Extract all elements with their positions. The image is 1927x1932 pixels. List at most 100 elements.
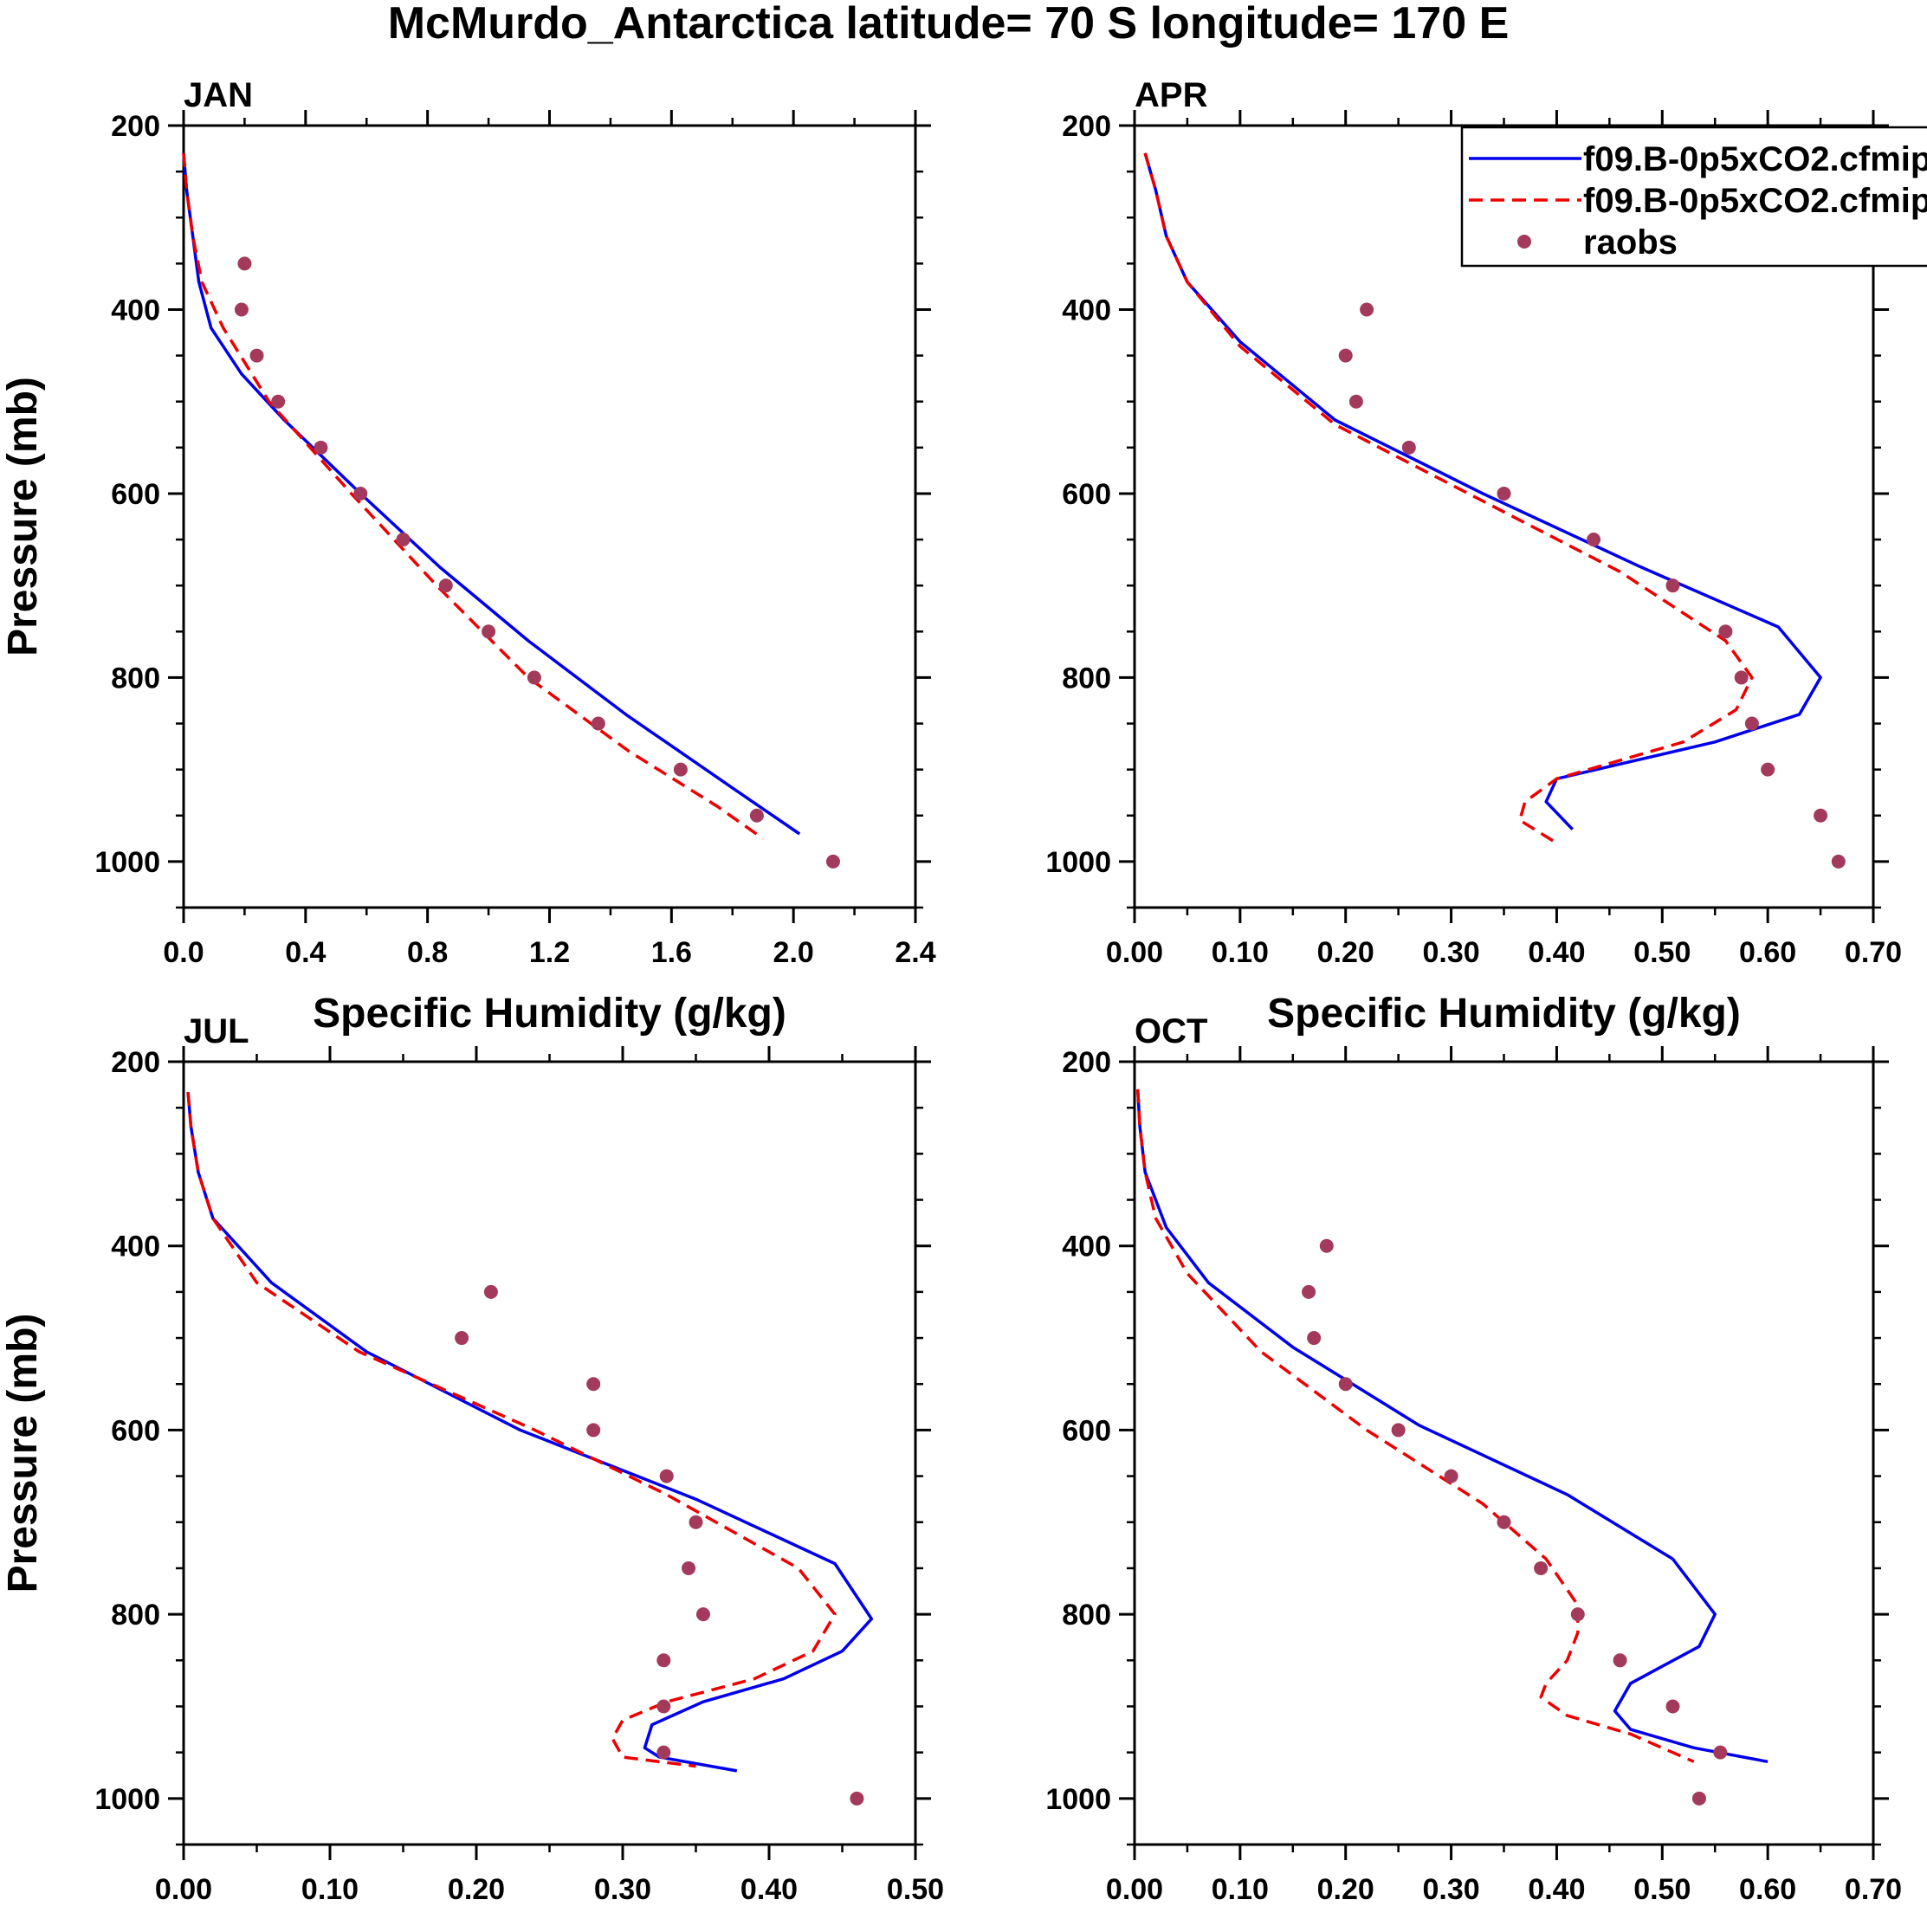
raobs-point — [850, 1791, 864, 1806]
panel-title: JAN — [184, 76, 253, 114]
raobs-point — [527, 670, 541, 685]
panel-jan: 0.0 0.4 0.8 1.2 1.6 2.0 2.4 200 400 600 800 1000 JAN… — [0, 76, 936, 1037]
x-tick-label: 2.0 — [773, 936, 814, 969]
raobs-point — [1761, 762, 1775, 777]
raobs-point — [234, 302, 249, 317]
series-line-dashed — [186, 1091, 837, 1768]
raobs-point — [1348, 394, 1363, 409]
y-tick-label: 600 — [1062, 1414, 1111, 1447]
x-tick-label: 0.00 — [155, 1873, 212, 1906]
legend-marker — [1517, 235, 1531, 249]
raobs-point — [483, 1284, 498, 1299]
raobs-point — [749, 808, 764, 823]
x-tick-label: 0.60 — [1739, 1873, 1796, 1906]
x-tick-label: 0.30 — [1422, 936, 1479, 969]
panel-title: OCT — [1135, 1012, 1207, 1050]
x-tick-label: 0.10 — [1212, 1873, 1269, 1906]
raobs-point — [1338, 348, 1353, 363]
y-tick-label: 1000 — [1045, 846, 1111, 879]
raobs-point — [591, 716, 605, 731]
series-line-solid — [1143, 152, 1822, 830]
series-line-dashed — [1135, 1089, 1695, 1763]
raobs-point — [1302, 1284, 1316, 1299]
raobs-point — [271, 394, 286, 409]
raobs-point — [586, 1423, 601, 1438]
x-tick-label: 0.70 — [1845, 1873, 1902, 1906]
figure-title: McMurdo_Antarctica latitude= 70 S longit… — [388, 0, 1510, 48]
raobs-point — [1338, 1377, 1353, 1392]
y-tick-label: 200 — [111, 1046, 160, 1079]
x-tick-label: 0.4 — [285, 936, 326, 969]
y-tick-label: 200 — [1062, 1046, 1111, 1079]
series-line-dashed — [1143, 152, 1754, 845]
x-tick-label: 0.20 — [1317, 936, 1374, 969]
raobs-point — [353, 486, 368, 501]
panels-group: 0.0 0.4 0.8 1.2 1.6 2.0 2.4 200 400 600 800 1000 JAN… — [0, 76, 1902, 1932]
x-tick-label: 0.60 — [1739, 936, 1796, 969]
raobs-point — [482, 624, 496, 639]
x-tick-label: 0.0 — [163, 936, 204, 969]
y-tick-label: 200 — [1062, 110, 1111, 143]
x-tick-label: 0.50 — [1633, 936, 1691, 969]
raobs-point — [1718, 624, 1733, 639]
raobs-point — [1497, 1515, 1511, 1529]
x-tick-label: 0.50 — [887, 1873, 944, 1906]
raobs-point — [237, 256, 252, 271]
raobs-point — [1665, 1699, 1680, 1714]
x-tick-label: 0.20 — [448, 1873, 505, 1906]
raobs-point — [656, 1653, 671, 1668]
y-tick-label: 400 — [1062, 294, 1111, 326]
panel-jul: 0.00 0.10 0.20 0.30 0.40 0.50 200 400 600 800 1000… — [0, 1012, 944, 1932]
x-tick-label: 0.50 — [1633, 1873, 1691, 1906]
x-tick-label: 0.10 — [1212, 936, 1269, 969]
y-tick-label: 600 — [1062, 478, 1111, 511]
series-line-solid — [186, 1091, 874, 1773]
y-axis-label: Pressure (mb) — [0, 377, 46, 656]
x-tick-label: 1.2 — [529, 936, 570, 969]
plot-frame — [182, 1060, 917, 1846]
y-tick-label: 800 — [1062, 1599, 1111, 1632]
raobs-point — [1613, 1653, 1627, 1668]
plot-frame — [1133, 1060, 1875, 1846]
raobs-point — [1734, 670, 1749, 685]
raobs-point — [438, 578, 453, 593]
y-tick-label: 400 — [111, 294, 160, 326]
x-tick-label: 0.00 — [1106, 936, 1163, 969]
x-tick-label: 0.8 — [407, 936, 448, 969]
raobs-point — [314, 440, 328, 455]
y-tick-label: 400 — [111, 1231, 160, 1263]
raobs-point — [1665, 578, 1680, 593]
series-line-solid — [182, 152, 801, 836]
raobs-point — [656, 1745, 671, 1760]
x-tick-label: 0.30 — [594, 1873, 651, 1906]
x-tick-label: 0.20 — [1317, 1873, 1374, 1906]
raobs-point — [1744, 716, 1759, 731]
y-axis-label: Pressure (mb) — [0, 1314, 46, 1593]
legend-label: raobs — [1583, 223, 1678, 262]
raobs-point — [695, 1607, 710, 1622]
raobs-point — [1534, 1560, 1549, 1575]
raobs-point — [1497, 486, 1511, 501]
legend: f09.B-0p5xCO2.cfmipf09.B-0p5xCO2.cfmipra… — [1460, 126, 1927, 268]
x-tick-label: 2.4 — [895, 936, 935, 969]
y-tick-label: 800 — [111, 1599, 160, 1632]
panel-title: JUL — [184, 1012, 249, 1050]
series-line-dashed — [182, 152, 765, 840]
x-axis-label: Specific Humidity (g/kg) — [313, 991, 786, 1037]
x-axis-label: Specific Humidity (g/kg) — [313, 1928, 786, 1932]
series-line-solid — [1135, 1089, 1769, 1764]
x-tick-label: 0.40 — [740, 1873, 798, 1906]
y-tick-label: 1000 — [94, 846, 160, 879]
raobs-point — [673, 762, 688, 777]
raobs-point — [825, 854, 840, 869]
panel-oct: 0.00 0.10 0.20 0.30 0.40 0.50 0.60 0.70 200 400 60… — [1045, 1012, 1902, 1932]
y-tick-label: 200 — [111, 110, 160, 143]
raobs-point — [1319, 1238, 1334, 1253]
y-tick-label: 800 — [111, 662, 160, 695]
raobs-point — [1391, 1423, 1406, 1438]
raobs-point — [1307, 1331, 1322, 1346]
x-tick-label: 0.40 — [1528, 936, 1585, 969]
raobs-point — [396, 533, 411, 547]
plot-frame — [182, 124, 917, 909]
raobs-point — [1831, 854, 1846, 869]
